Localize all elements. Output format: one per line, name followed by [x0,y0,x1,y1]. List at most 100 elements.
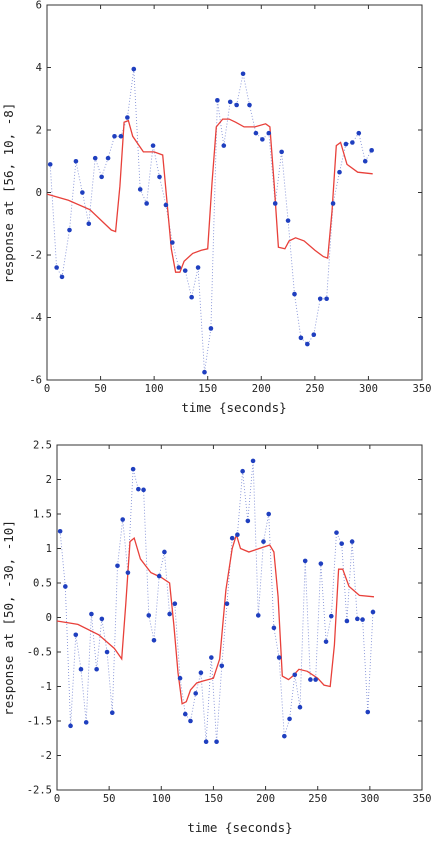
data-point [57,528,63,534]
data-points-group [47,66,374,375]
x-tick-label: 200 [252,383,271,395]
y-tick-label: -2 [29,250,42,262]
data-point [182,711,188,717]
data-point [334,530,339,535]
data-point [266,130,272,136]
y-tick-label: 2 [36,125,42,137]
data-points-group [57,458,376,744]
tick-group: 0 50 100 150 200 250 300 350 -2.5 -2 -1.5 -1 -0.5 0 0.… [27,440,432,806]
x-tick-label: 200 [256,793,275,805]
data-point [54,265,59,270]
data-point [151,637,157,643]
data-point [214,739,219,744]
x-tick-label: 50 [103,793,116,805]
data-point [176,265,182,270]
data-point [365,709,371,715]
data-point [182,268,188,273]
data-point [120,517,125,522]
fit-line-group [46,118,373,273]
plot-area-frame [46,4,423,381]
fitted-response-line [56,532,375,705]
y-tick-label: 4 [36,62,42,74]
data-point [89,611,94,617]
data-point [203,739,209,744]
data-point [193,691,198,696]
data-point [287,716,292,722]
data-point [141,487,146,493]
data-point [118,133,124,139]
data-point [47,162,53,167]
y-axis-label: response at [50, -30, -10] [1,520,16,716]
data-point [177,675,183,681]
data-point [260,137,265,142]
data-point [297,704,303,710]
data-point [285,218,291,223]
data-point [195,265,201,270]
data-point [323,639,329,644]
y-tick-label: 2.5 [33,440,52,452]
data-point [240,468,245,474]
data-point [318,561,324,566]
data-point [63,584,68,589]
x-tick-label: 300 [359,383,378,395]
data-point [208,326,214,331]
y-tick-label: -1 [39,681,52,693]
data-point [227,99,233,105]
data-point [324,296,329,302]
data-point [234,102,239,108]
data-point [308,677,313,682]
data-point [198,670,204,675]
data-point [224,601,230,606]
y-tick-label: -0.5 [27,647,52,659]
data-point [99,174,104,180]
data-point [298,335,304,341]
data-point [59,274,65,280]
data-point [311,332,317,337]
data-point [355,616,360,622]
y-tick-label: -2.5 [27,785,52,797]
data-point [339,541,345,546]
x-tick-label: 150 [198,383,217,395]
data-point [343,141,349,147]
data-point [78,666,84,672]
data-point [350,140,355,145]
data-point [125,115,130,120]
y-tick-label: -6 [29,375,42,387]
dotted-series-group [59,460,374,742]
x-tick-label: 250 [308,793,327,805]
y-tick-label: 0 [36,187,42,199]
data-point [130,466,136,472]
data-point [73,158,79,164]
data-point [215,98,220,103]
data-point [156,573,162,579]
data-point [68,723,73,729]
data-point [360,617,365,622]
data-point [344,618,350,624]
x-tick-label: 250 [305,383,324,395]
data-point [137,187,143,192]
y-tick-label: -1.5 [27,716,52,728]
data-point [250,458,256,464]
data-point [157,174,162,180]
data-point [188,718,193,724]
data-point [271,625,277,631]
x-tick-label: 350 [413,793,432,805]
data-point [146,613,152,618]
data-point [112,133,117,139]
y-tick-label: 1.5 [33,509,52,521]
data-point [80,190,85,195]
x-axis-label: time {seconds} [187,820,292,835]
x-tick-label: 0 [54,793,60,805]
data-point [170,240,175,245]
data-point [229,535,235,541]
data-point [266,511,272,517]
y-axis-label: response at [56, 10, -8] [1,103,16,284]
data-point [276,655,282,660]
data-point [131,66,137,72]
data-point [349,539,355,544]
data-point [162,549,167,555]
plot-area-frame [56,444,423,791]
data-point [125,570,131,575]
data-point [167,611,172,617]
data-point [328,613,334,619]
